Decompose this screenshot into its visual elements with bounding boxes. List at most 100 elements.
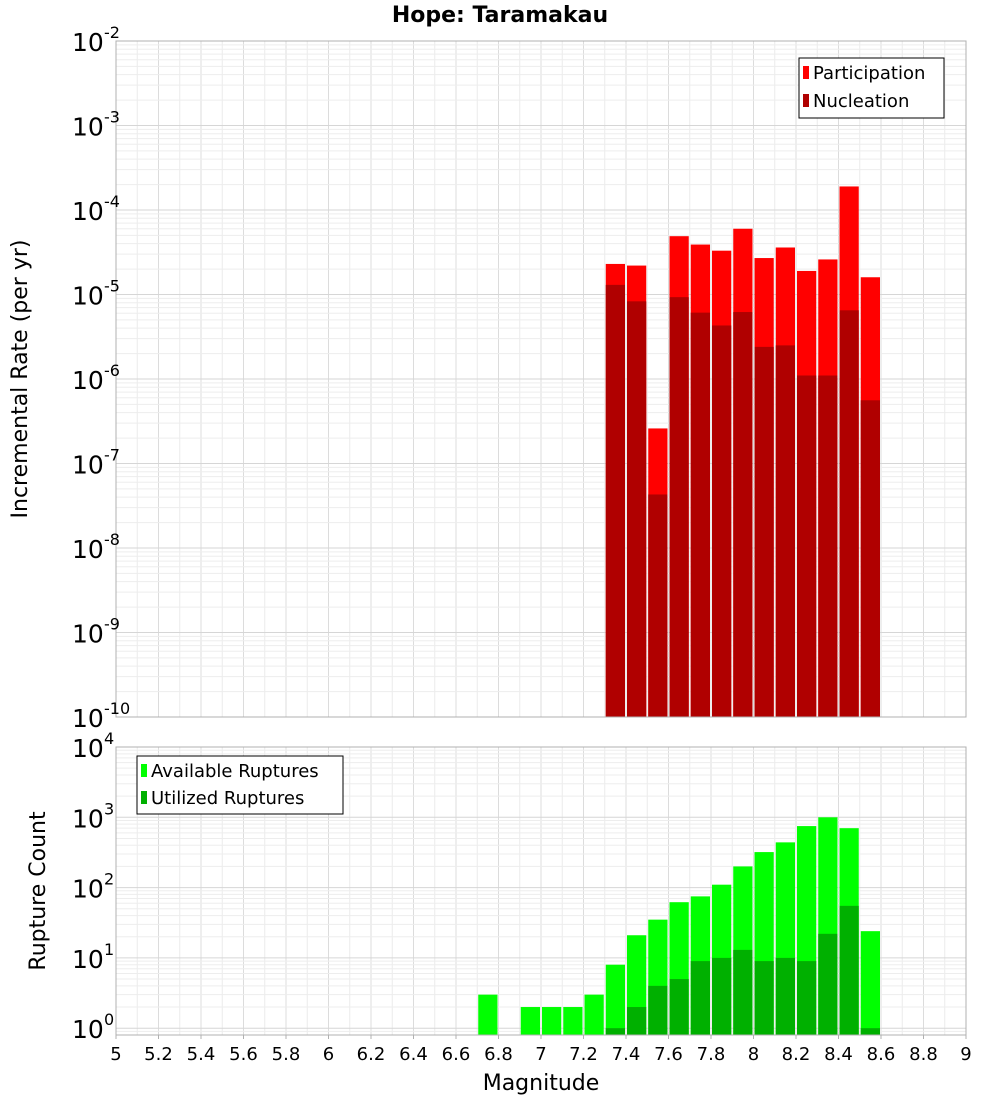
y-tick-exponent: -6 (104, 361, 120, 380)
rate-bar-b (648, 494, 668, 717)
x-tick-label: 6.8 (484, 1044, 513, 1065)
y-tick-exponent: -3 (104, 108, 120, 127)
legend-label-utilized: Utilized Ruptures (151, 788, 304, 809)
count-bar-b (605, 1028, 625, 1035)
rate-plot-bars (605, 186, 880, 718)
y-tick-label: 10 (72, 197, 104, 226)
count-bar-b (712, 957, 732, 1035)
chart-title: Hope: Taramakau (392, 3, 608, 28)
count-bar-b (690, 961, 710, 1035)
count-plot-legend: Available Ruptures Utilized Ruptures (136, 755, 344, 815)
count-plot-x-ticks: 5 5.2 5.4 5.6 5.8 6 6.2 6.4 6.6 6.8 7 7.2 7.4 7.6 7.8 8… (110, 1035, 972, 1065)
y-tick-label: 10 (72, 366, 104, 395)
x-tick-label: 7.4 (612, 1044, 641, 1065)
rate-bar-b (669, 297, 689, 717)
rate-plot-frame (115, 40, 967, 718)
y-tick-label: 10 (72, 804, 104, 833)
y-tick-label: 10 (72, 704, 104, 733)
x-tick-label: 7 (535, 1044, 546, 1065)
rate-plot-legend: Participation Nucleation (798, 57, 945, 119)
count-bar-a (860, 931, 880, 1035)
x-tick-label: 5 (110, 1044, 121, 1065)
y-tick-exponent: -8 (104, 530, 120, 549)
x-tick-label: 6.2 (357, 1044, 386, 1065)
y-tick-label: 10 (72, 620, 104, 649)
count-bar-b (648, 985, 668, 1035)
y-tick-label: 10 (72, 945, 104, 974)
rate-bar-b (733, 312, 753, 717)
y-tick-label: 10 (72, 113, 104, 142)
x-tick-label: 8.6 (867, 1044, 896, 1065)
count-bar-a (478, 994, 498, 1035)
rate-bar-b (797, 375, 817, 717)
rate-bar-b (690, 312, 710, 717)
y-tick-exponent: 1 (104, 940, 114, 959)
rate-bar-b (605, 284, 625, 717)
legend-swatch-participation (803, 66, 809, 79)
rate-bar-b (754, 346, 774, 717)
legend-swatch-utilized (141, 791, 147, 804)
x-tick-label: 7.6 (654, 1044, 683, 1065)
count-bar-b (627, 1007, 647, 1035)
y-tick-exponent: -7 (104, 446, 120, 465)
y-tick-label: 10 (72, 282, 104, 311)
count-bar-a (520, 1007, 540, 1035)
count-bar-b (839, 905, 859, 1035)
y-tick-exponent: -2 (104, 23, 120, 42)
rate-bar-b (818, 375, 838, 717)
count-bar-a (563, 1007, 583, 1035)
y-tick-exponent: 0 (104, 1010, 114, 1029)
x-tick-label: 6.4 (399, 1044, 428, 1065)
x-tick-label: 5.6 (229, 1044, 258, 1065)
rate-bar-b (839, 310, 859, 717)
count-bar-b (860, 1028, 880, 1035)
legend-label-participation: Participation (813, 63, 925, 84)
y-tick-label: 10 (72, 535, 104, 564)
count-bar-b (818, 933, 838, 1035)
y-tick-exponent: 2 (104, 870, 114, 889)
x-tick-label: 9 (960, 1044, 971, 1065)
rate-plot-y-label: Incremental Rate (per yr) (8, 240, 33, 519)
x-tick-label: 8.4 (824, 1044, 853, 1065)
y-tick-exponent: -5 (104, 277, 120, 296)
legend-label-available: Available Ruptures (151, 761, 319, 782)
x-tick-label: 5.2 (144, 1044, 173, 1065)
y-tick-label: 10 (72, 734, 104, 763)
x-tick-label: 5.4 (187, 1044, 216, 1065)
rate-legend-box (798, 57, 945, 119)
x-tick-label: 6.6 (442, 1044, 471, 1065)
count-plot-x-label: Magnitude (483, 1071, 600, 1096)
y-tick-exponent: 3 (104, 799, 114, 818)
y-tick-exponent: -9 (104, 615, 120, 634)
y-tick-exponent: -4 (104, 192, 120, 211)
legend-swatch-available (141, 764, 147, 777)
count-bar-b (754, 961, 774, 1035)
legend-label-nucleation: Nucleation (813, 91, 909, 112)
count-plot-bars (478, 817, 880, 1035)
y-tick-exponent: 4 (104, 729, 114, 748)
count-legend-box (136, 755, 344, 815)
y-tick-label: 10 (72, 875, 104, 904)
x-tick-label: 8.8 (909, 1044, 938, 1065)
rate-bar-b (860, 400, 880, 717)
x-tick-label: 7.8 (697, 1044, 726, 1065)
y-tick-label: 10 (72, 451, 104, 480)
rate-plot-grid (115, 40, 967, 718)
x-tick-label: 6 (323, 1044, 334, 1065)
count-bar-a (584, 994, 604, 1035)
legend-swatch-nucleation (803, 94, 809, 107)
y-tick-label: 10 (72, 1015, 104, 1044)
count-plot-y-label: Rupture Count (26, 811, 51, 971)
count-bar-b (669, 979, 689, 1035)
y-tick-exponent: -10 (104, 699, 130, 718)
x-tick-label: 8.2 (782, 1044, 811, 1065)
y-tick-label: 10 (72, 28, 104, 57)
count-bar-a (605, 964, 625, 1035)
x-tick-label: 5.8 (272, 1044, 301, 1065)
count-bar-b (733, 949, 753, 1035)
rate-bar-b (712, 325, 732, 717)
